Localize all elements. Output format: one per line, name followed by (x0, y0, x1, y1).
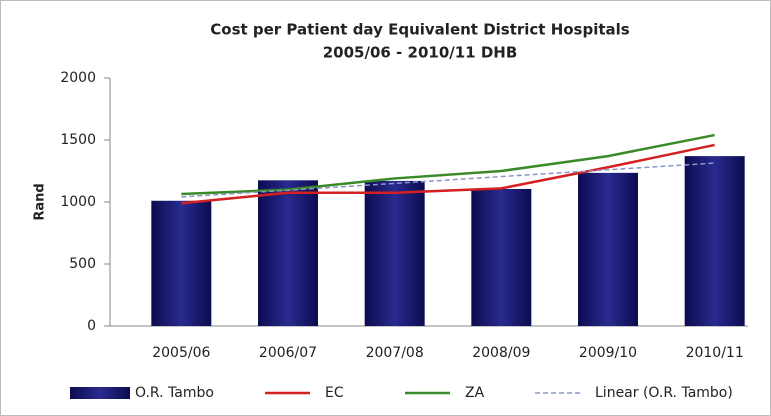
y-tick-label: 1000 (60, 194, 96, 210)
bar (258, 180, 318, 326)
y-tick-label: 500 (69, 256, 96, 272)
y-tick-label: 2000 (60, 70, 96, 86)
y-axis-label: Rand (33, 183, 48, 220)
chart-title: Cost per Patient day Equivalent District… (210, 21, 630, 39)
x-tick-label: 2007/08 (366, 345, 424, 361)
line (181, 143, 715, 205)
line (181, 133, 715, 196)
x-tick-label: 2009/10 (579, 345, 637, 361)
bar (151, 200, 212, 326)
x-tick-label: 2008/09 (472, 345, 530, 361)
legend-label: Linear (O.R. Tambo) (595, 385, 733, 401)
chart-subtitle: 2005/06 - 2010/11 DHB (323, 44, 518, 62)
bar (684, 156, 745, 326)
legend-label: EC (325, 385, 344, 401)
legend-label: O.R. Tambo (135, 385, 214, 401)
bar (578, 172, 638, 326)
x-tick-label: 2005/06 (152, 345, 210, 361)
y-tick-label: 1500 (60, 132, 96, 148)
y-tick-label: 0 (87, 318, 96, 334)
x-tick-label: 2006/07 (259, 345, 317, 361)
legend-swatch (70, 387, 130, 399)
x-tick-label: 2010/11 (686, 345, 744, 361)
bar (471, 188, 532, 326)
legend-label: ZA (465, 385, 485, 401)
bar (364, 180, 425, 326)
trend-line (181, 162, 715, 198)
